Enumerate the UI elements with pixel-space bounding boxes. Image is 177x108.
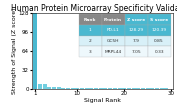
Title: Human Protein Microarray Specificity Validation: Human Protein Microarray Specificity Val… xyxy=(11,4,177,13)
Bar xyxy=(150,88,154,89)
Bar xyxy=(75,88,79,89)
Bar xyxy=(132,88,136,89)
Bar xyxy=(155,88,159,89)
Bar xyxy=(85,88,89,89)
Y-axis label: Strength of Signal (Z score): Strength of Signal (Z score) xyxy=(12,8,17,94)
Bar xyxy=(52,87,56,89)
Bar xyxy=(57,87,61,89)
Bar xyxy=(160,88,164,89)
X-axis label: Signal Rank: Signal Rank xyxy=(84,98,121,103)
Bar xyxy=(94,88,98,89)
Bar xyxy=(146,88,150,89)
Bar xyxy=(108,88,112,89)
Bar xyxy=(42,84,47,89)
Bar xyxy=(141,88,145,89)
Bar xyxy=(89,88,93,89)
Bar xyxy=(71,88,75,89)
Bar xyxy=(33,13,37,89)
Bar xyxy=(104,88,107,89)
Bar xyxy=(38,84,42,89)
Bar xyxy=(47,87,51,89)
Bar xyxy=(122,88,126,89)
Bar xyxy=(113,88,117,89)
Bar xyxy=(127,88,131,89)
Bar xyxy=(118,88,122,89)
Bar xyxy=(80,88,84,89)
Bar xyxy=(61,88,65,89)
Bar xyxy=(136,88,140,89)
Bar xyxy=(99,88,103,89)
Bar xyxy=(66,88,70,89)
